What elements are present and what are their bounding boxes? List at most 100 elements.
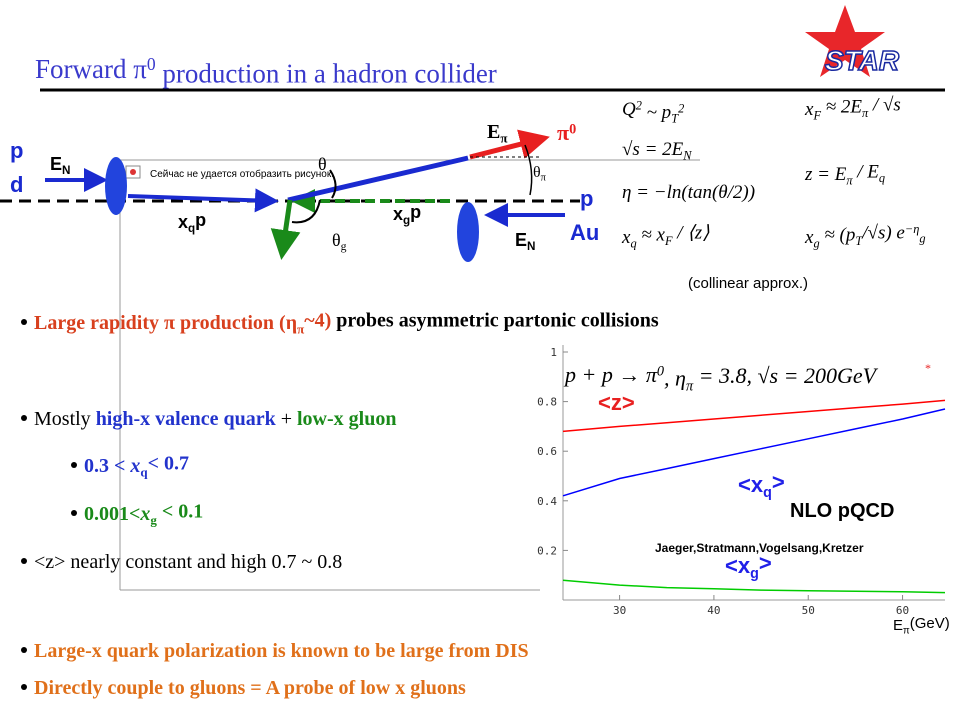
- text-run: 0.001<: [84, 503, 140, 525]
- text-run: π: [297, 322, 304, 337]
- text-run: g: [750, 566, 759, 582]
- text-run: x: [139, 503, 150, 525]
- text-run: π: [541, 173, 547, 184]
- x-tick-label: 30: [613, 604, 626, 617]
- text-run: ~4): [304, 310, 331, 332]
- text-run: T: [671, 111, 679, 125]
- text-run: 0.3 <: [84, 455, 130, 477]
- formula: xF ≈ 2Eπ / √s: [804, 94, 901, 122]
- text-run: /√s) e: [861, 222, 905, 243]
- text-run: x: [129, 455, 140, 477]
- text-run: T: [855, 234, 863, 248]
- text-run: <x: [725, 553, 751, 578]
- text-run: Directly couple to gluons = A probe of l…: [34, 677, 466, 699]
- y-tick-label: 0.6: [537, 445, 557, 458]
- text-run: N: [62, 164, 70, 177]
- text-run: N: [682, 148, 692, 162]
- formulas: Q2 ~ pT2 xF ≈ 2Eπ / √s √s = 2EN z = Eπ /…: [621, 94, 926, 250]
- text-run: < 0.1: [157, 501, 203, 523]
- bullet-dot: [21, 415, 27, 421]
- text-run: π: [686, 378, 694, 394]
- text-run: <x: [738, 472, 764, 497]
- formula: xg ≈ (pT/√s) e−ηg: [804, 222, 926, 251]
- text-run: / √s: [868, 94, 901, 115]
- text-run: π: [862, 106, 869, 120]
- text-run: θ: [332, 230, 341, 250]
- bullet-dot: [21, 558, 27, 564]
- label: EN: [515, 230, 535, 253]
- bullets: Large rapidity π production (ηπ~4) probe…: [21, 310, 659, 699]
- text-run: x: [393, 204, 403, 224]
- text-run: Q: [622, 99, 636, 120]
- text-run: x: [804, 227, 814, 248]
- y-tick-label: 1: [550, 346, 557, 359]
- label: p: [580, 186, 593, 211]
- text-run: z = E: [804, 164, 847, 185]
- bullet-dot: [21, 647, 27, 653]
- bullet: Large rapidity π production (ηπ~4) probe…: [34, 310, 659, 337]
- text-run: g: [150, 513, 157, 528]
- text-run: √s = 2E: [622, 139, 684, 160]
- bullet-dot: [71, 462, 77, 468]
- text-run: q: [879, 171, 885, 185]
- gold-nucleus: [457, 202, 479, 262]
- bullet: Mostly high-x valence quark + low-x gluo…: [34, 408, 396, 430]
- text-run: 0: [569, 122, 576, 138]
- text-run: g: [403, 214, 410, 227]
- text-run: q: [188, 222, 195, 235]
- text-run: probes asymmetric partonic collisions: [331, 310, 659, 332]
- text-run: / E: [853, 162, 880, 183]
- label: θπ: [533, 164, 547, 184]
- text-run: π: [500, 131, 507, 146]
- label: θ: [318, 154, 327, 174]
- text-run: π: [846, 173, 853, 187]
- text-run: x: [178, 212, 188, 232]
- decoration: *: [925, 361, 931, 375]
- text-run: ≈ x: [637, 225, 666, 246]
- formula: η = −ln(tan(θ/2)): [622, 182, 755, 203]
- chart-title: p + p → π0, ηπ = 3.8, √s = 200GeV: [563, 362, 879, 394]
- text-run: (GeV): [910, 615, 950, 632]
- text-run: >: [772, 469, 785, 494]
- logo-star: [805, 5, 885, 77]
- text-run: E: [515, 230, 527, 250]
- arrow: [270, 199, 301, 260]
- y-tick-label: 0.2: [537, 544, 557, 557]
- bullet-dot: [21, 684, 27, 690]
- bullet: 0.3 < xq< 0.7: [84, 453, 189, 480]
- series-label: <z>: [598, 390, 635, 415]
- text-run: p: [410, 202, 421, 222]
- text-run: < 0.7: [148, 453, 189, 475]
- bullet-dot: [21, 319, 27, 325]
- series-label: <xg>: [725, 550, 772, 582]
- text-run: ~ p: [642, 102, 671, 123]
- arrow: [469, 129, 550, 160]
- text-run: −η: [905, 222, 919, 236]
- text-run: Mostly: [34, 408, 96, 430]
- x-tick-label: 40: [707, 604, 720, 617]
- text-run: q: [630, 236, 636, 250]
- series-label: <xq>: [738, 469, 785, 501]
- text-run: θ: [533, 164, 541, 181]
- text-run: q: [140, 465, 148, 480]
- text-run: <z>: [598, 390, 635, 415]
- text-run: π: [557, 120, 569, 145]
- angle-arc: [329, 169, 337, 199]
- text-run: low-x gluon: [297, 408, 396, 430]
- deuteron: [105, 157, 127, 215]
- text-run: x: [621, 227, 631, 248]
- bullet: Large-x quark polarization is known to b…: [34, 640, 529, 662]
- note: (collinear approx.): [688, 275, 808, 292]
- series-line: [562, 408, 946, 497]
- x-tick-label: 50: [802, 604, 815, 617]
- label: EN: [50, 154, 70, 177]
- text-run: production in a hadron collider: [156, 58, 497, 88]
- bullet: <z> nearly constant and high 0.7 ~ 0.8: [34, 551, 342, 573]
- text-run: p + p → π: [563, 362, 658, 387]
- label: Eπ: [487, 121, 507, 146]
- text-run: 0: [147, 54, 156, 74]
- text-run: = 3.8, √s = 200GeV: [693, 363, 878, 388]
- arrow: [127, 188, 279, 213]
- formula: Q2 ~ pT2: [622, 98, 684, 125]
- series-line: [562, 579, 946, 594]
